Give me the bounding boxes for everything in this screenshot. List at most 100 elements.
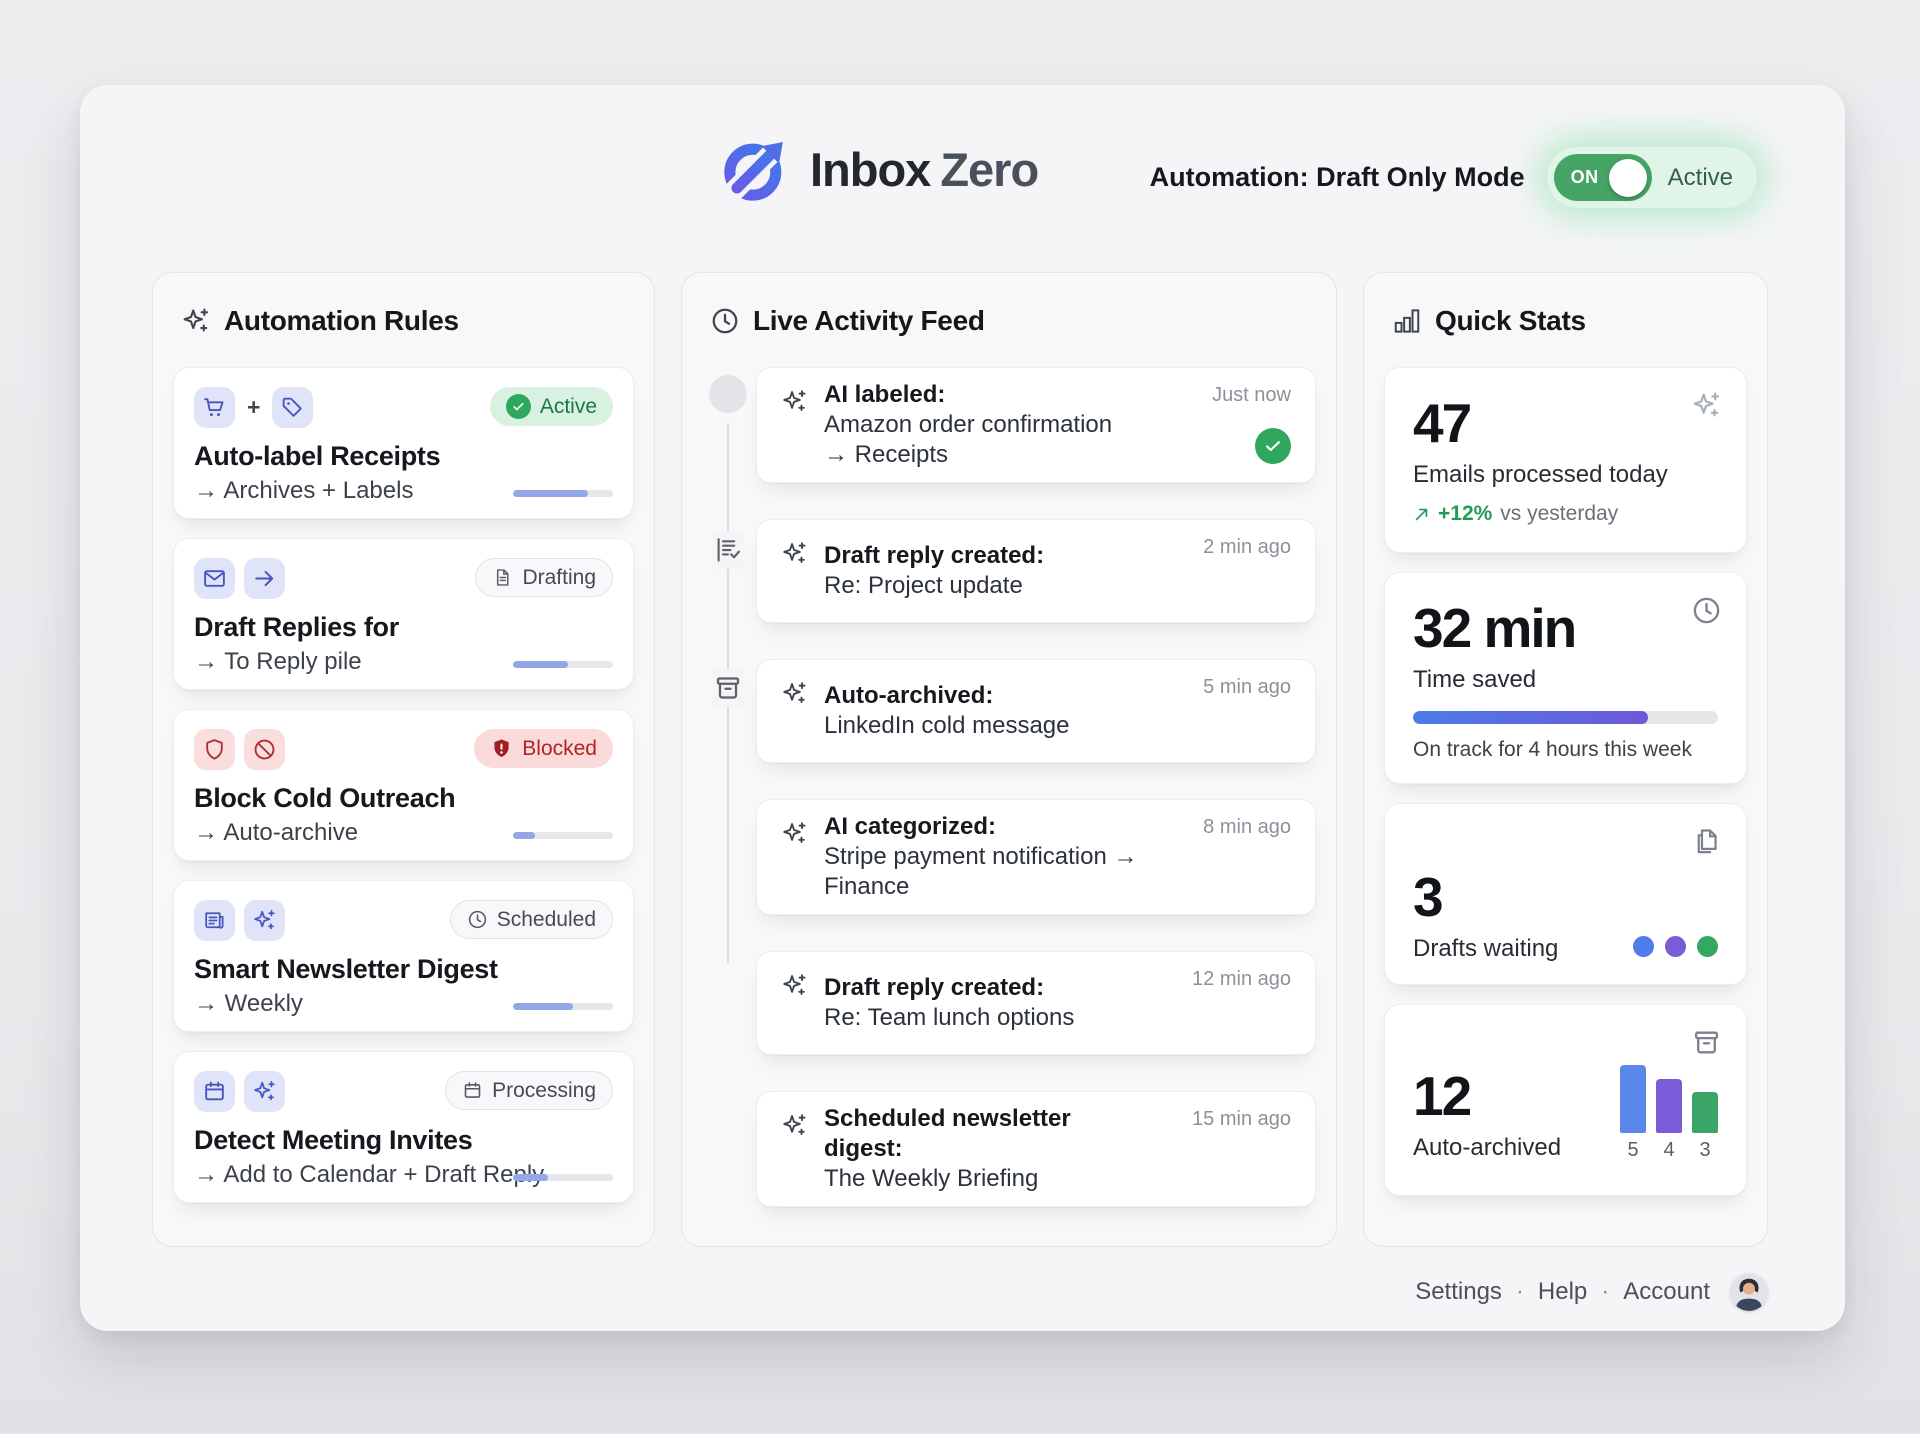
rule-card-draft-replies[interactable]: Draft Replies for → To Reply pile Drafti… xyxy=(173,538,634,690)
rule-title: Smart Newsletter Digest xyxy=(194,954,498,984)
rule-progress-fill xyxy=(513,1174,548,1181)
automation-toggle-container: ON Active xyxy=(1546,147,1757,208)
stat-card-time-saved: 32 min Time saved On track for 4 hours t… xyxy=(1384,572,1747,784)
shield-icon xyxy=(194,729,235,770)
stat-card-drafts-waiting: 3 Drafts waiting xyxy=(1384,803,1747,985)
auto-archived-mini-bar-chart: 5 4 3 xyxy=(1620,1065,1718,1162)
automation-toggle[interactable]: ON xyxy=(1553,154,1652,201)
account-link[interactable]: Account xyxy=(1623,1278,1710,1305)
mini-bar xyxy=(1656,1079,1682,1133)
trend-value: +12% xyxy=(1438,502,1493,525)
mini-bar-label: 3 xyxy=(1699,1139,1711,1161)
mail-icon xyxy=(194,558,235,599)
time-saved-progress-fill xyxy=(1413,711,1648,724)
activity-action: Draft reply created: xyxy=(824,974,1045,1001)
sparkles-icon xyxy=(181,306,211,336)
toggle-status-label: Active xyxy=(1667,163,1733,191)
rule-title: Draft Replies for xyxy=(194,612,399,642)
rule-icons xyxy=(194,900,613,941)
activity-item-ai-categorized[interactable]: AI categorized: Stripe payment notificat… xyxy=(756,799,1316,915)
clock-icon xyxy=(467,909,488,930)
activity-feed-list: AI labeled: Amazon order confirmation → … xyxy=(756,367,1316,1207)
help-link[interactable]: Help xyxy=(1537,1278,1588,1305)
rule-card-auto-label-receipts[interactable]: + Auto-label Receipts → Archives + Label… xyxy=(173,367,634,519)
rule-progress-fill xyxy=(513,661,568,668)
rule-progress-bar xyxy=(513,832,613,839)
shield-alert-icon xyxy=(490,737,513,760)
activity-detail: Re: Project update xyxy=(824,572,1023,599)
dot-green xyxy=(1697,936,1718,957)
time-saved-note: On track for 4 hours this week xyxy=(1413,738,1692,761)
settings-link[interactable]: Settings xyxy=(1415,1278,1502,1305)
activity-feed-body: AI labeled: Amazon order confirmation → … xyxy=(702,367,1316,1207)
activity-timeline xyxy=(702,367,756,1207)
page-title: Inbox Zero xyxy=(810,142,1039,197)
rule-subtitle: → Weekly xyxy=(194,990,303,1017)
stat-trend: +12% vs yesterday xyxy=(1413,502,1718,526)
stat-label: Auto-archived xyxy=(1413,1134,1562,1161)
dot-blue xyxy=(1633,936,1654,957)
newspaper-icon xyxy=(194,900,235,941)
rule-card-smart-newsletter-digest[interactable]: Smart Newsletter Digest → Weekly Schedul… xyxy=(173,880,634,1032)
activity-content: Draft reply created: Re: Team lunch opti… xyxy=(824,964,1224,1042)
activity-detail: Stripe payment notification → Finance xyxy=(824,843,1138,900)
rule-icons xyxy=(194,558,613,599)
rule-progress-fill xyxy=(513,490,588,497)
check-circle-icon xyxy=(505,394,531,419)
clock-icon xyxy=(710,306,740,336)
activity-action: Auto-archived: xyxy=(824,682,994,709)
stat-value: 47 xyxy=(1413,392,1472,454)
activity-item-ai-labeled[interactable]: AI labeled: Amazon order confirmation → … xyxy=(756,367,1316,483)
activity-detail: Amazon order confirmation xyxy=(824,411,1113,438)
activity-action: AI labeled: xyxy=(824,381,946,408)
automation-rules-header: Automation Rules xyxy=(181,305,626,337)
dashboard-columns: Automation Rules + Auto-label Receipts →… xyxy=(152,272,1768,1247)
plus-sign: + xyxy=(247,394,261,420)
badge-label: Scheduled xyxy=(496,907,596,931)
activity-timestamp: 8 min ago xyxy=(1203,816,1291,838)
activity-feed-title: Live Activity Feed xyxy=(753,305,985,336)
badge-label: Processing xyxy=(492,1078,596,1102)
stat-label: Emails processed today xyxy=(1413,461,1668,488)
sparkles-icon xyxy=(781,820,808,847)
footer-separator: · xyxy=(1601,1278,1610,1305)
draft-edit-icon xyxy=(712,531,744,569)
activity-content: Auto-archived: LinkedIn cold message xyxy=(824,672,1219,750)
activity-action: Scheduled newsletter digest: xyxy=(824,1105,1071,1162)
activity-timestamp: Just now xyxy=(1212,384,1291,406)
brand-word-inbox: Inbox xyxy=(810,142,931,196)
automation-toggle-area: Automation: Draft Only Mode ON Active xyxy=(1150,147,1757,208)
sparkles-icon xyxy=(244,900,285,941)
check-circle-icon xyxy=(1255,428,1291,464)
activity-item-auto-archived[interactable]: Auto-archived: LinkedIn cold message 5 m… xyxy=(756,659,1316,763)
rule-progress-fill xyxy=(513,1003,573,1010)
auto-archived-row: 12 Auto-archived 5 4 3 xyxy=(1413,1065,1718,1162)
activity-item-scheduled-digest[interactable]: Scheduled newsletter digest: The Weekly … xyxy=(756,1091,1316,1207)
archive-icon xyxy=(712,669,744,707)
draft-status-dots xyxy=(1633,936,1718,963)
activity-action: Draft reply created: xyxy=(824,542,1045,569)
activity-timestamp: 5 min ago xyxy=(1203,676,1291,698)
trend-label: vs yesterday xyxy=(1500,502,1619,525)
stat-card-emails-processed: 47 Emails processed today +12% vs yester… xyxy=(1384,367,1747,553)
rule-progress-bar xyxy=(513,1003,613,1010)
stat-card-auto-archived: 12 Auto-archived 5 4 3 xyxy=(1384,1004,1747,1196)
rule-card-block-cold-outreach[interactable]: Block Cold Outreach → Auto-archive Block… xyxy=(173,709,634,861)
ban-icon xyxy=(244,729,285,770)
activity-detail2: → Receipts xyxy=(824,441,949,468)
brand-word-zero: Zero xyxy=(940,142,1039,196)
activity-action: AI categorized: xyxy=(824,813,997,840)
mini-bar-label: 5 xyxy=(1627,1139,1639,1161)
rule-title: Block Cold Outreach xyxy=(194,783,456,813)
stat-label: Time saved xyxy=(1413,666,1537,693)
avatar[interactable] xyxy=(1730,1273,1768,1311)
timeline-node xyxy=(709,375,747,413)
activity-item-draft-reply-2[interactable]: Draft reply created: Re: Team lunch opti… xyxy=(756,951,1316,1055)
toggle-knob[interactable] xyxy=(1608,158,1647,197)
rule-card-detect-meeting-invites[interactable]: Detect Meeting Invites → Add to Calendar… xyxy=(173,1051,634,1203)
activity-item-draft-reply[interactable]: Draft reply created: Re: Project update … xyxy=(756,519,1316,623)
mini-bar xyxy=(1692,1092,1718,1133)
cart-icon xyxy=(194,387,235,428)
quick-stats-title: Quick Stats xyxy=(1435,305,1586,336)
